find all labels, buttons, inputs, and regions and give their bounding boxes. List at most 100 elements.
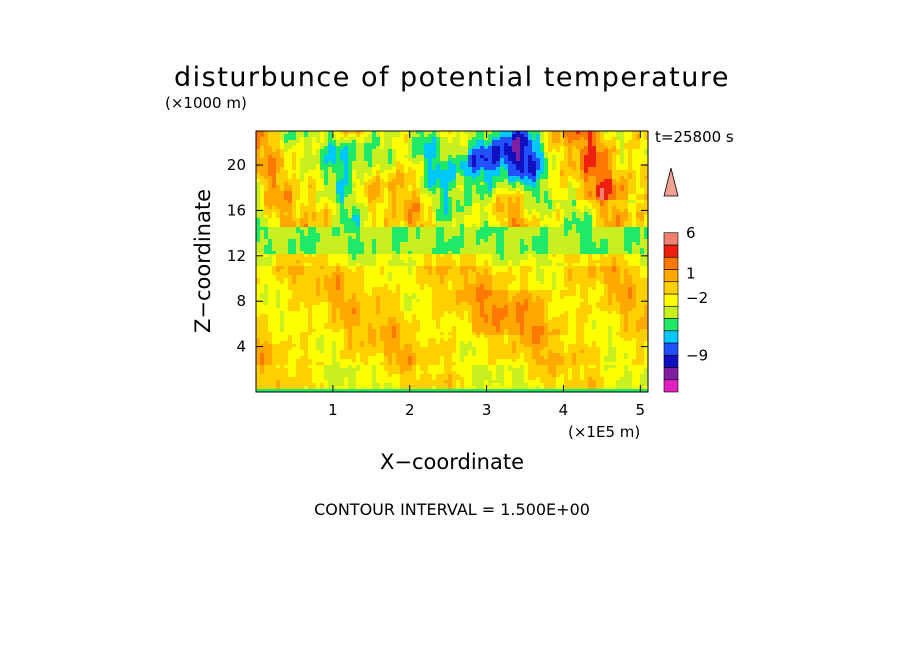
heatmap-cell xyxy=(304,272,309,276)
heatmap-cell xyxy=(272,224,277,228)
heatmap-cell xyxy=(616,131,621,135)
heatmap-cell xyxy=(440,227,445,231)
heatmap-cell xyxy=(644,275,648,279)
heatmap-cell xyxy=(408,251,413,255)
heatmap-cell xyxy=(568,185,573,189)
heatmap-cell xyxy=(264,167,269,171)
heatmap-cell xyxy=(576,161,581,165)
heatmap-cell xyxy=(616,215,621,219)
heatmap-cell xyxy=(492,245,497,249)
heatmap-cell xyxy=(512,206,517,210)
heatmap-cell xyxy=(576,266,581,270)
heatmap-cell xyxy=(380,197,385,201)
heatmap-cell xyxy=(560,215,565,219)
heatmap-cell xyxy=(496,182,501,186)
heatmap-cell xyxy=(628,155,633,159)
heatmap-cell xyxy=(312,188,317,192)
heatmap-cell xyxy=(624,266,629,270)
heatmap-cell xyxy=(368,239,373,243)
heatmap-cell xyxy=(260,203,265,207)
heatmap-cell xyxy=(468,275,473,279)
heatmap-cell xyxy=(332,254,337,258)
heatmap-cell xyxy=(476,221,481,225)
heatmap-cell xyxy=(432,245,437,249)
heatmap-cell xyxy=(392,185,397,189)
heatmap-cell xyxy=(288,224,293,228)
heatmap-cell xyxy=(532,278,537,282)
heatmap-cell xyxy=(504,269,509,273)
heatmap-cell xyxy=(496,161,501,165)
heatmap-cell xyxy=(520,167,525,171)
heatmap-cell xyxy=(308,218,313,222)
heatmap-cell xyxy=(472,143,477,147)
heatmap-cell xyxy=(644,266,648,270)
heatmap-cell xyxy=(328,236,333,240)
heatmap-cell xyxy=(320,266,325,270)
heatmap-cell xyxy=(296,161,301,165)
heatmap-cell xyxy=(296,176,301,180)
heatmap-cell xyxy=(468,140,473,144)
heatmap-cell xyxy=(324,215,329,219)
heatmap-cell xyxy=(388,143,393,147)
heatmap-cell xyxy=(612,161,617,165)
heatmap-cell xyxy=(536,194,541,198)
heatmap-cell xyxy=(400,209,405,213)
heatmap-cell xyxy=(584,203,589,207)
heatmap-cell xyxy=(328,131,333,135)
heatmap-cell xyxy=(452,206,457,210)
heatmap-cell xyxy=(500,149,505,153)
heatmap-cell xyxy=(352,182,357,186)
heatmap-cell xyxy=(544,188,549,192)
heatmap-cell xyxy=(380,233,385,237)
heatmap-cell xyxy=(384,257,389,261)
heatmap-cell xyxy=(468,191,473,195)
heatmap-cell xyxy=(292,173,297,177)
heatmap-cell xyxy=(344,281,349,285)
heatmap-cell xyxy=(640,188,645,192)
heatmap-cell xyxy=(340,269,345,273)
heatmap-cell xyxy=(624,155,629,159)
heatmap-cell xyxy=(296,209,301,213)
heatmap-cell xyxy=(444,281,449,285)
heatmap-cell xyxy=(504,131,509,135)
heatmap-cell xyxy=(540,140,545,144)
heatmap-cell xyxy=(568,182,573,186)
heatmap-cell xyxy=(604,215,609,219)
heatmap-cell xyxy=(604,224,609,228)
heatmap-cell xyxy=(412,200,417,204)
heatmap-cell xyxy=(544,275,549,279)
heatmap-cell xyxy=(464,149,469,153)
heatmap-cell xyxy=(400,221,405,225)
heatmap-cell xyxy=(640,140,645,144)
heatmap-cell xyxy=(596,224,601,228)
heatmap-cell xyxy=(428,233,433,237)
heatmap-cell xyxy=(336,182,341,186)
heatmap-cell xyxy=(564,146,569,150)
heatmap-cell xyxy=(288,176,293,180)
heatmap-cell xyxy=(320,173,325,177)
heatmap-cell xyxy=(368,149,373,153)
heatmap-cell xyxy=(524,200,529,204)
heatmap-cell xyxy=(496,251,501,255)
heatmap-cell xyxy=(436,260,441,264)
heatmap-cell xyxy=(288,134,293,138)
heatmap-cell xyxy=(372,260,377,264)
heatmap-cell xyxy=(524,185,529,189)
heatmap-cell xyxy=(404,275,409,279)
heatmap-cell xyxy=(296,158,301,162)
heatmap-cell xyxy=(400,206,405,210)
heatmap-cell xyxy=(296,257,301,261)
heatmap-cell xyxy=(344,212,349,216)
heatmap-cell xyxy=(492,194,497,198)
heatmap-cell xyxy=(380,251,385,255)
heatmap-cell xyxy=(536,263,541,267)
heatmap-cell xyxy=(436,179,441,183)
heatmap-cell xyxy=(640,131,645,135)
heatmap-cell xyxy=(272,188,277,192)
heatmap-cell xyxy=(336,215,341,219)
heatmap-cell xyxy=(340,215,345,219)
heatmap-cell xyxy=(440,263,445,267)
heatmap-cell xyxy=(628,203,633,207)
heatmap-cell xyxy=(632,179,637,183)
heatmap-cell xyxy=(304,266,309,270)
